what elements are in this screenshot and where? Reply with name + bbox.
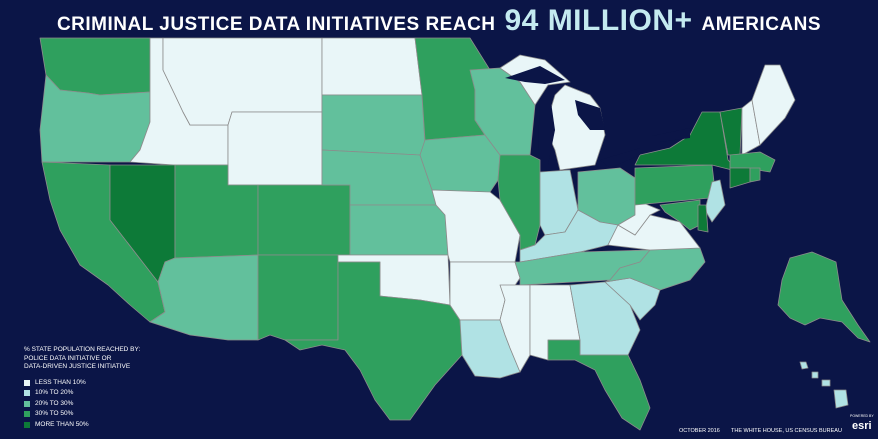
lake-michigan bbox=[538, 95, 555, 165]
state-TX bbox=[284, 261, 463, 421]
legend-heading-line: POLICE DATA INITIATIVE OR bbox=[24, 354, 112, 362]
state-HI-1 bbox=[799, 361, 809, 370]
state-WV bbox=[617, 197, 661, 236]
title-text-after: AMERICANS bbox=[701, 14, 822, 35]
legend-item: 20% TO 30% bbox=[24, 399, 140, 410]
footer-date: OCTOBER 2016 bbox=[679, 428, 720, 434]
state-HI-4 bbox=[833, 389, 849, 409]
state-FL bbox=[547, 339, 651, 431]
state-AK bbox=[777, 251, 871, 343]
legend-label: 20% TO 30% bbox=[35, 399, 74, 407]
legend-label: 30% TO 50% bbox=[35, 410, 74, 417]
state-AZ bbox=[149, 254, 259, 341]
legend-item: 30% TO 50% bbox=[24, 409, 140, 420]
state-MO bbox=[431, 189, 521, 263]
legend-swatch bbox=[24, 390, 30, 397]
footer-source: THE WHITE HOUSE, US CENSUS BUREAU bbox=[731, 428, 842, 434]
state-NC bbox=[604, 247, 706, 291]
legend-label: 10% TO 20% bbox=[35, 389, 74, 396]
state-NY bbox=[634, 111, 741, 173]
title-text-before: CRIMINAL JUSTICE DATA INITIATIVES REACH bbox=[56, 14, 496, 35]
state-NM bbox=[257, 254, 339, 341]
map-legend: % STATE POPULATION REACHED BY: POLICE DA… bbox=[24, 346, 140, 430]
map-title: CRIMINAL JUSTICE DATA INITIATIVES REACH … bbox=[0, 4, 878, 38]
state-CO bbox=[257, 184, 351, 256]
legend-item: MORE THAN 50% bbox=[24, 420, 140, 431]
legend-heading-line: % STATE POPULATION REACHED BY: bbox=[24, 346, 141, 353]
legend-label: MORE THAN 50% bbox=[35, 420, 89, 428]
legend-swatch bbox=[24, 421, 30, 428]
legend-label: LESS THAN 10% bbox=[35, 378, 86, 386]
state-MD bbox=[659, 199, 701, 231]
state-ME bbox=[751, 64, 796, 146]
state-shapes bbox=[39, 37, 871, 431]
state-ND bbox=[321, 37, 423, 96]
state-CT bbox=[729, 167, 751, 189]
legend-items: LESS THAN 10% 10% TO 20% 20% TO 30% 30% … bbox=[24, 378, 140, 431]
state-HI-2 bbox=[811, 371, 819, 379]
state-PA bbox=[634, 164, 716, 206]
lake-erie bbox=[600, 148, 640, 168]
lake-huron bbox=[575, 100, 605, 130]
state-HI-3 bbox=[821, 379, 831, 387]
legend-heading-line: DATA-DRIVEN JUSTICE INITIATIVE bbox=[24, 363, 131, 370]
state-DE bbox=[697, 204, 709, 233]
legend-swatch bbox=[24, 400, 30, 407]
legend-swatch bbox=[24, 411, 30, 418]
legend-item: LESS THAN 10% bbox=[24, 378, 140, 389]
state-IA bbox=[419, 134, 501, 193]
title-highlight: 94 MILLION+ bbox=[504, 4, 693, 37]
lake-superior bbox=[505, 66, 565, 84]
lake-ontario bbox=[652, 128, 690, 142]
state-WY bbox=[227, 111, 323, 186]
great-lakes bbox=[505, 66, 690, 168]
state-RI bbox=[749, 167, 761, 183]
legend-item: 10% TO 20% bbox=[24, 388, 140, 399]
legend-heading: % STATE POPULATION REACHED BY: POLICE DA… bbox=[24, 346, 140, 372]
esri-logo-caption: POWERED BY bbox=[850, 414, 874, 418]
state-SD bbox=[321, 94, 426, 156]
legend-swatch bbox=[24, 379, 30, 386]
state-KS bbox=[349, 204, 449, 256]
esri-logo: esri bbox=[852, 420, 872, 432]
